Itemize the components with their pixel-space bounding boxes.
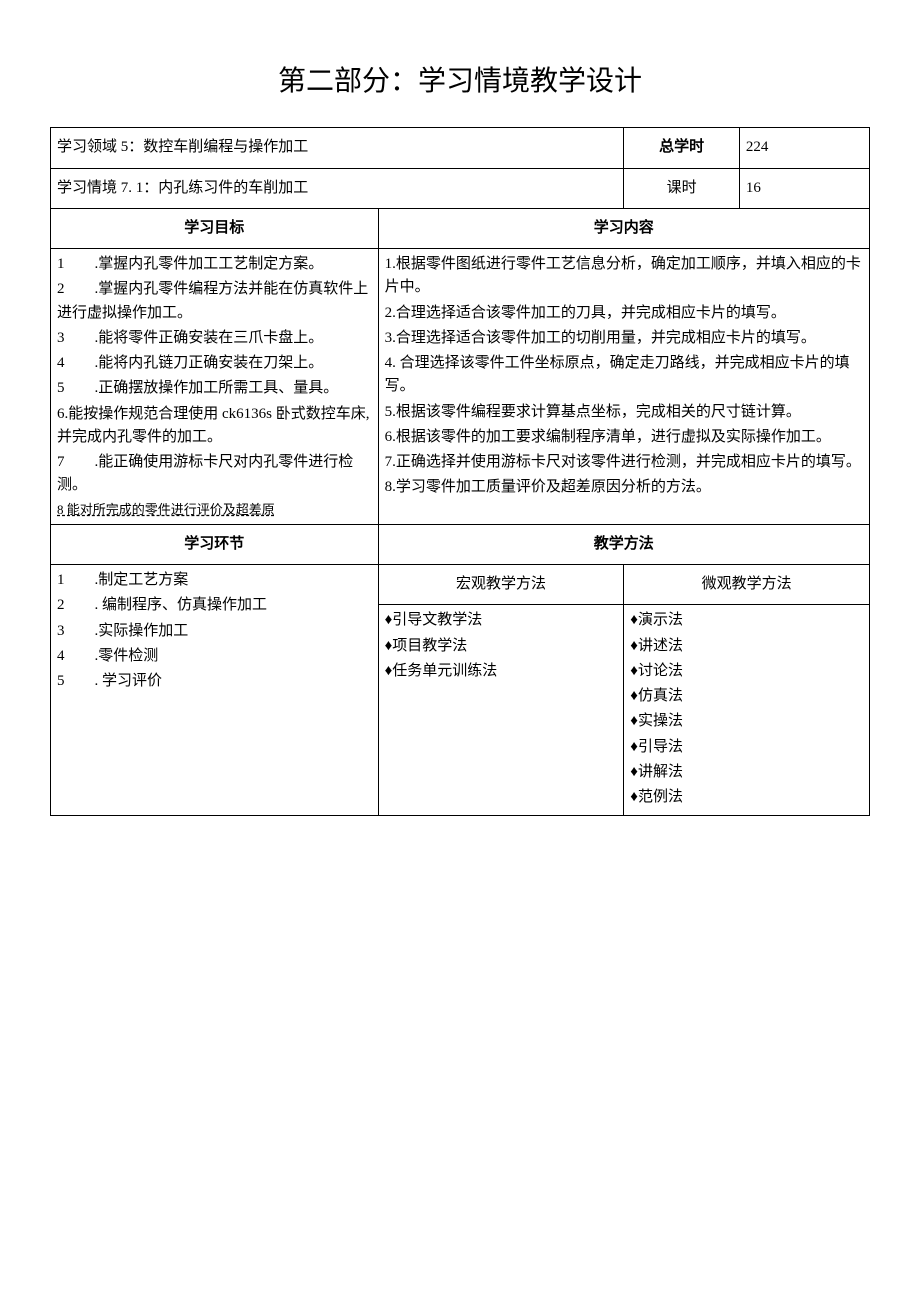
content-item: 4. 合理选择该零件工件坐标原点，确定走刀路线，并完成相应卡片的填写。 — [385, 352, 863, 399]
objective-item: 3 .能将零件正确安装在三爪卡盘上。 — [57, 327, 372, 350]
content-item: 1.根据零件图纸进行零件工艺信息分析，确定加工顺序，并填入相应的卡片中。 — [385, 253, 863, 300]
methods-header: 教学方法 — [378, 524, 869, 564]
stages-header: 学习环节 — [51, 524, 379, 564]
row-obj-content-header: 学习目标 学习内容 — [51, 208, 870, 248]
content-item: 3.合理选择适合该零件加工的切削用量，并完成相应卡片的填写。 — [385, 327, 863, 350]
domain-cell: 学习领域 5：数控车削编程与操作加工 — [51, 128, 624, 168]
content-item: 5.根据该零件编程要求计算基点坐标，完成相关的尺寸链计算。 — [385, 401, 863, 424]
macro-method-item: ♦任务单元训练法 — [385, 660, 618, 683]
content-cell: 1.根据零件图纸进行零件工艺信息分析，确定加工顺序，并填入相应的卡片中。 2.合… — [378, 249, 869, 525]
micro-method-item: ♦讲述法 — [630, 635, 863, 658]
content-item: 8.学习零件加工质量评价及超差原因分析的方法。 — [385, 476, 863, 499]
stage-item: 3 .实际操作加工 — [57, 620, 372, 643]
stage-item: 1 .制定工艺方案 — [57, 569, 372, 592]
situation-cell: 学习情境 7. 1：内孔练习件的车削加工 — [51, 168, 624, 208]
objective-item: 5 .正确摆放操作加工所需工具、量具。 — [57, 377, 372, 400]
total-hours-label: 总学时 — [624, 128, 740, 168]
stage-item: 2 . 编制程序、仿真操作加工 — [57, 594, 372, 617]
row-stage-method-header: 学习环节 教学方法 — [51, 524, 870, 564]
micro-method-item: ♦讲解法 — [630, 761, 863, 784]
macro-method-item: ♦项目教学法 — [385, 635, 618, 658]
micro-method-item: ♦仿真法 — [630, 685, 863, 708]
macro-header: 宏观教学方法 — [378, 565, 624, 605]
objectives-cell: 1 .掌握内孔零件加工工艺制定方案。 2 .掌握内孔零件编程方法并能在仿真软件上… — [51, 249, 379, 525]
content-item: 2.合理选择适合该零件加工的刀具，并完成相应卡片的填写。 — [385, 302, 863, 325]
stage-item: 5 . 学习评价 — [57, 670, 372, 693]
period-value: 16 — [739, 168, 869, 208]
objective-item: 1 .掌握内孔零件加工工艺制定方案。 — [57, 253, 372, 276]
total-hours-value: 224 — [739, 128, 869, 168]
stage-item: 4 .零件检测 — [57, 645, 372, 668]
row-domain: 学习领域 5：数控车削编程与操作加工 总学时 224 — [51, 128, 870, 168]
micro-header: 微观教学方法 — [624, 565, 870, 605]
objectives-header: 学习目标 — [51, 208, 379, 248]
row-obj-content-body: 1 .掌握内孔零件加工工艺制定方案。 2 .掌握内孔零件编程方法并能在仿真软件上… — [51, 249, 870, 525]
micro-method-item: ♦讨论法 — [630, 660, 863, 683]
macro-method-item: ♦引导文教学法 — [385, 609, 618, 632]
objective-item: 7 .能正确使用游标卡尺对内孔零件进行检测。 — [57, 451, 372, 498]
micro-method-item: ♦引导法 — [630, 736, 863, 759]
content-header: 学习内容 — [378, 208, 869, 248]
stages-cell: 1 .制定工艺方案 2 . 编制程序、仿真操作加工 3 .实际操作加工 4 .零… — [51, 565, 379, 816]
content-item: 6.根据该零件的加工要求编制程序清单，进行虚拟及实际操作加工。 — [385, 426, 863, 449]
micro-method-item: ♦演示法 — [630, 609, 863, 632]
design-table: 学习领域 5：数控车削编程与操作加工 总学时 224 学习情境 7. 1：内孔练… — [50, 127, 870, 816]
period-label: 课时 — [624, 168, 740, 208]
objective-item: 2 .掌握内孔零件编程方法并能在仿真软件上进行虚拟操作加工。 — [57, 278, 372, 325]
macro-methods-cell: ♦引导文教学法 ♦项目教学法 ♦任务单元训练法 — [378, 605, 624, 816]
micro-method-item: ♦范例法 — [630, 786, 863, 809]
objective-footnote: 8 能对所完成的零件进行评价及超差原 — [57, 500, 372, 520]
content-item: 7.正确选择并使用游标卡尺对该零件进行检测，并完成相应卡片的填写。 — [385, 451, 863, 474]
objective-item: 6.能按操作规范合理使用 ck6136s 卧式数控车床, 并完成内孔零件的加工。 — [57, 403, 372, 450]
micro-method-item: ♦实操法 — [630, 710, 863, 733]
row-stage-method-subheader: 1 .制定工艺方案 2 . 编制程序、仿真操作加工 3 .实际操作加工 4 .零… — [51, 565, 870, 605]
row-situation: 学习情境 7. 1：内孔练习件的车削加工 课时 16 — [51, 168, 870, 208]
micro-methods-cell: ♦演示法 ♦讲述法 ♦讨论法 ♦仿真法 ♦实操法 ♦引导法 ♦讲解法 ♦范例法 — [624, 605, 870, 816]
objective-item: 4 .能将内孔链刀正确安装在刀架上。 — [57, 352, 372, 375]
page-title: 第二部分：学习情境教学设计 — [50, 60, 870, 103]
